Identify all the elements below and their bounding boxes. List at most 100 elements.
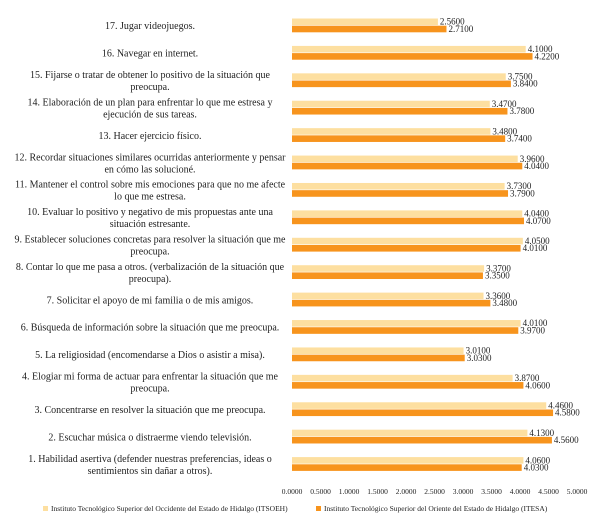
bar-itsoeh <box>292 128 491 135</box>
value-label-itesa: 3.7800 <box>509 106 534 116</box>
bar-itesa <box>292 53 533 60</box>
value-label-itsoeh: 3.4700 <box>492 99 517 109</box>
bar-itsoeh <box>292 45 526 53</box>
category-label-line: 17. Jugar videojuegos. <box>105 21 195 32</box>
value-label-itesa: 3.0300 <box>467 353 492 363</box>
value-label-itsoeh: 3.8700 <box>515 373 540 383</box>
bar-itesa <box>292 327 519 334</box>
bar-itesa <box>292 299 491 307</box>
value-label-itsoeh: 3.4800 <box>492 126 517 136</box>
bar-itesa <box>292 80 511 88</box>
bars <box>292 18 554 471</box>
legend-label-itesa: Instituto Tecnológico Superior del Orien… <box>324 504 548 513</box>
category-label: 12. Recordar situaciones similares ocurr… <box>14 152 286 175</box>
bar-itesa <box>292 382 524 389</box>
bar-itsoeh <box>292 182 505 190</box>
category-label-line: preocupa. <box>130 384 169 395</box>
bar-itsoeh <box>292 374 513 382</box>
bar-itesa <box>292 107 508 115</box>
bar-itesa <box>292 272 483 280</box>
bar-itsoeh <box>292 18 438 26</box>
category-label-line: 9. Establecer soluciones concretas para … <box>14 235 286 246</box>
bar-itsoeh <box>292 73 506 80</box>
value-label-itsoeh: 4.1000 <box>528 44 553 54</box>
legend-swatch-itesa <box>316 506 321 511</box>
value-label-itsoeh: 3.9600 <box>520 154 545 164</box>
category-label-line: 4. Elogiar mi forma de actuar para enfre… <box>22 372 279 383</box>
value-label-itsoeh: 4.4600 <box>548 400 573 410</box>
category-label-line: 16. Navegar en internet. <box>102 49 198 60</box>
category-label: 3. Concentrarse en resolver la situación… <box>34 405 265 416</box>
value-label-itesa: 2.7100 <box>448 24 473 34</box>
x-tick-label: 2.5000 <box>424 487 445 496</box>
category-label: 9. Establecer soluciones concretas para … <box>14 235 286 258</box>
x-tick-label: 4.0000 <box>510 487 531 496</box>
category-labels: 1. Habilidad asertiva (defender nuestras… <box>14 21 286 477</box>
category-label: 14. Elaboración de un plan para enfrenta… <box>28 97 273 120</box>
legend-label-itsoeh: Instituto Tecnológico Superior del Occid… <box>51 504 288 513</box>
category-label: 6. Búsqueda de información sobre la situ… <box>21 323 280 334</box>
value-label-itesa: 3.7900 <box>510 188 535 198</box>
category-label-line: 3. Concentrarse en resolver la situación… <box>34 405 265 416</box>
category-label: 7. Solicitar el apoyo de mi familia o de… <box>47 295 254 306</box>
x-tick-label: 0.5000 <box>310 487 331 496</box>
category-label-line: 13. Hacer ejercicio físico. <box>98 131 201 142</box>
category-label-line: preocupa. <box>130 82 169 93</box>
value-label-itsoeh: 3.0100 <box>466 346 491 356</box>
bar-itesa <box>292 135 506 142</box>
value-label-itsoeh: 3.7500 <box>508 72 533 82</box>
category-label-line: sentimientos sin dañar a otros). <box>88 466 213 477</box>
category-label-line: 1. Habilidad asertiva (defender nuestras… <box>28 454 272 465</box>
bar-itesa <box>292 217 524 225</box>
category-label: 4. Elogiar mi forma de actuar para enfre… <box>22 372 279 395</box>
category-label-line: 5. La religiosidad (encomendarse a Dios … <box>35 350 265 361</box>
value-label-itsoeh: 3.3700 <box>486 263 511 273</box>
bar-itsoeh <box>292 402 547 409</box>
category-label-line: en cómo las solucioné. <box>104 164 195 175</box>
bar-itesa <box>292 245 521 252</box>
legend-swatch-itsoeh <box>43 506 48 511</box>
value-label-itsoeh: 4.0100 <box>523 318 548 328</box>
value-label-itesa: 4.0700 <box>526 216 551 226</box>
category-label-line: preocupa. <box>130 247 169 258</box>
category-label-line: 14. Elaboración de un plan para enfrenta… <box>28 97 273 108</box>
bar-itsoeh <box>292 210 523 217</box>
x-tick-label: 5.0000 <box>567 487 588 496</box>
category-label-line: preocupa). <box>129 274 171 285</box>
bar-itsoeh <box>292 155 518 163</box>
bar-itsoeh <box>292 457 524 464</box>
value-label-itesa: 3.8400 <box>513 79 538 89</box>
category-label-line: 12. Recordar situaciones similares ocurr… <box>14 152 286 163</box>
value-label-itsoeh: 4.0600 <box>525 455 550 465</box>
category-label: 2. Escuchar música o distraerme viendo t… <box>48 432 251 443</box>
value-label-itesa: 3.4800 <box>492 298 517 308</box>
x-tick-label: 1.5000 <box>367 487 388 496</box>
x-tick-label: 0.0000 <box>282 487 303 496</box>
bar-itesa <box>292 162 523 170</box>
bar-itesa <box>292 354 465 362</box>
value-label-itesa: 4.2200 <box>535 51 560 61</box>
category-label: 8. Contar lo que me pasa a otros. (verba… <box>16 262 285 285</box>
value-label-itsoeh: 2.5600 <box>440 17 465 27</box>
bar-itsoeh <box>292 100 490 108</box>
category-label-line: lo que me estresa. <box>114 192 186 203</box>
value-label-itsoeh: 4.0400 <box>524 209 549 219</box>
category-label: 5. La religiosidad (encomendarse a Dios … <box>35 350 265 361</box>
category-label-line: 11. Mantener el control sobre mis emocio… <box>15 180 286 191</box>
value-label-itsoeh: 3.7300 <box>507 181 532 191</box>
bar-itsoeh <box>292 320 521 327</box>
bar-itsoeh <box>292 347 464 355</box>
bar-itsoeh <box>292 265 485 272</box>
category-label: 10. Evaluar lo positivo y negativo de mi… <box>27 207 273 230</box>
bar-itsoeh <box>292 292 484 300</box>
x-tick-label: 4.5000 <box>538 487 559 496</box>
x-tick-label: 3.0000 <box>453 487 474 496</box>
value-label-itesa: 4.0100 <box>523 243 548 253</box>
category-label: 17. Jugar videojuegos. <box>105 21 195 32</box>
legend: Instituto Tecnológico Superior del Occid… <box>43 504 548 513</box>
value-label-itesa: 4.5800 <box>555 408 580 418</box>
category-label-line: 10. Evaluar lo positivo y negativo de mi… <box>27 207 273 218</box>
value-label-itesa: 4.0300 <box>524 462 549 472</box>
category-label: 1. Habilidad asertiva (defender nuestras… <box>28 454 272 477</box>
